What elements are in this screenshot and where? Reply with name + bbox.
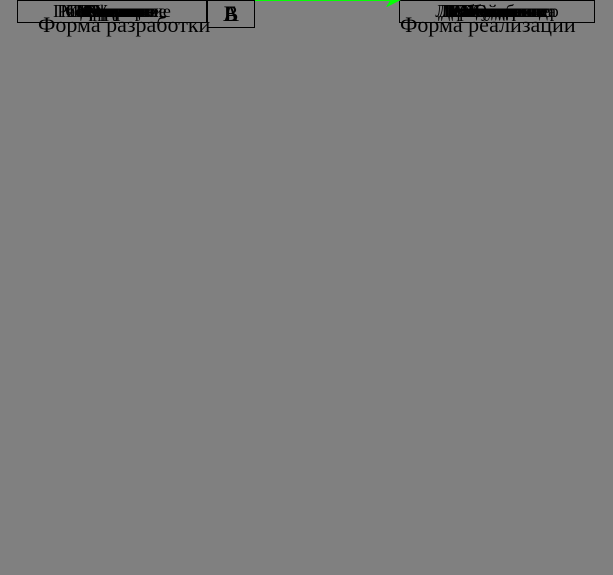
right-row: Письмо bbox=[399, 0, 595, 23]
arrow-layer bbox=[0, 0, 613, 575]
group-label: В bbox=[207, 0, 255, 28]
left-row: Акцепт bbox=[17, 0, 207, 23]
